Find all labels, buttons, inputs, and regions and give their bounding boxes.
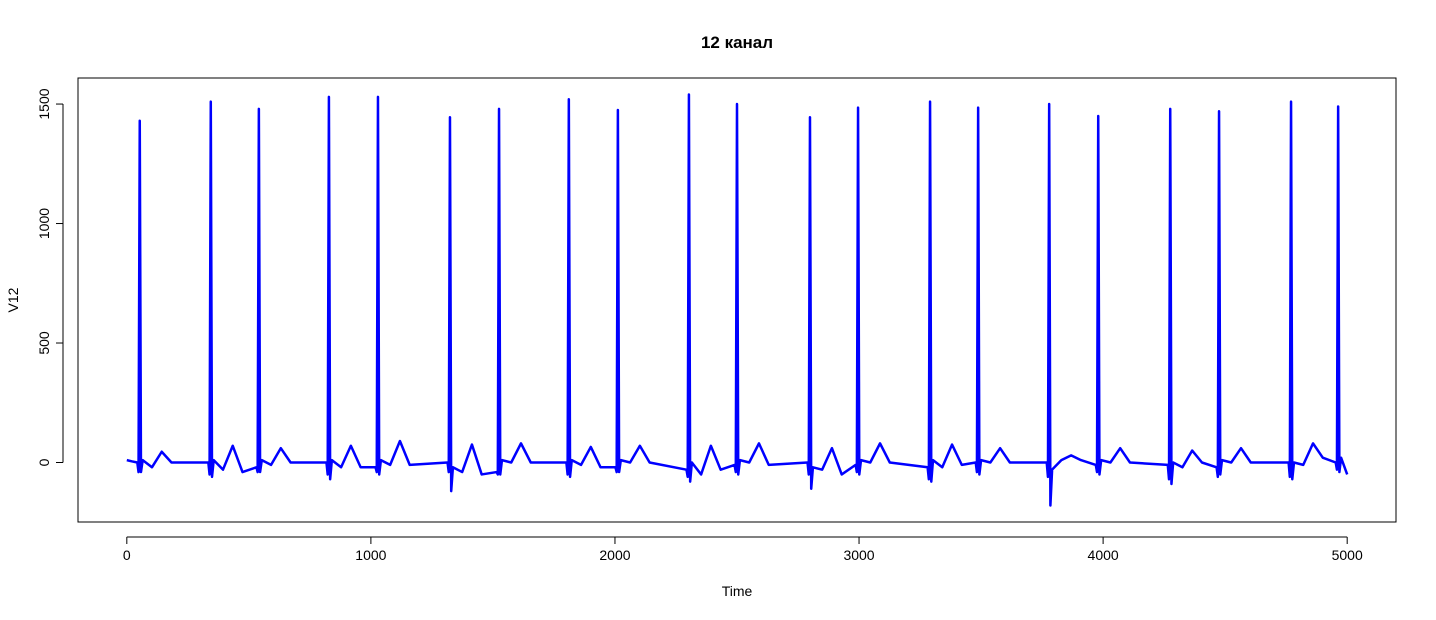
x-tick-label: 3000 (843, 547, 874, 563)
y-tick-label: 0 (36, 458, 52, 466)
x-tick-label: 1000 (355, 547, 386, 563)
plot-frame (77, 77, 1397, 523)
y-tick-label: 1000 (36, 208, 52, 239)
y-tick-label: 500 (36, 331, 52, 355)
chart-title: 12 канал (701, 33, 773, 52)
x-tick-label: 4000 (1088, 547, 1119, 563)
x-tick-label: 0 (123, 547, 131, 563)
y-axis-label: V12 (5, 287, 21, 312)
x-tick-label: 2000 (599, 547, 630, 563)
y-tick-label: 1500 (36, 88, 52, 119)
data-line (126, 93, 1349, 507)
x-tick-label: 5000 (1332, 547, 1363, 563)
x-axis-label: Time (722, 583, 753, 599)
